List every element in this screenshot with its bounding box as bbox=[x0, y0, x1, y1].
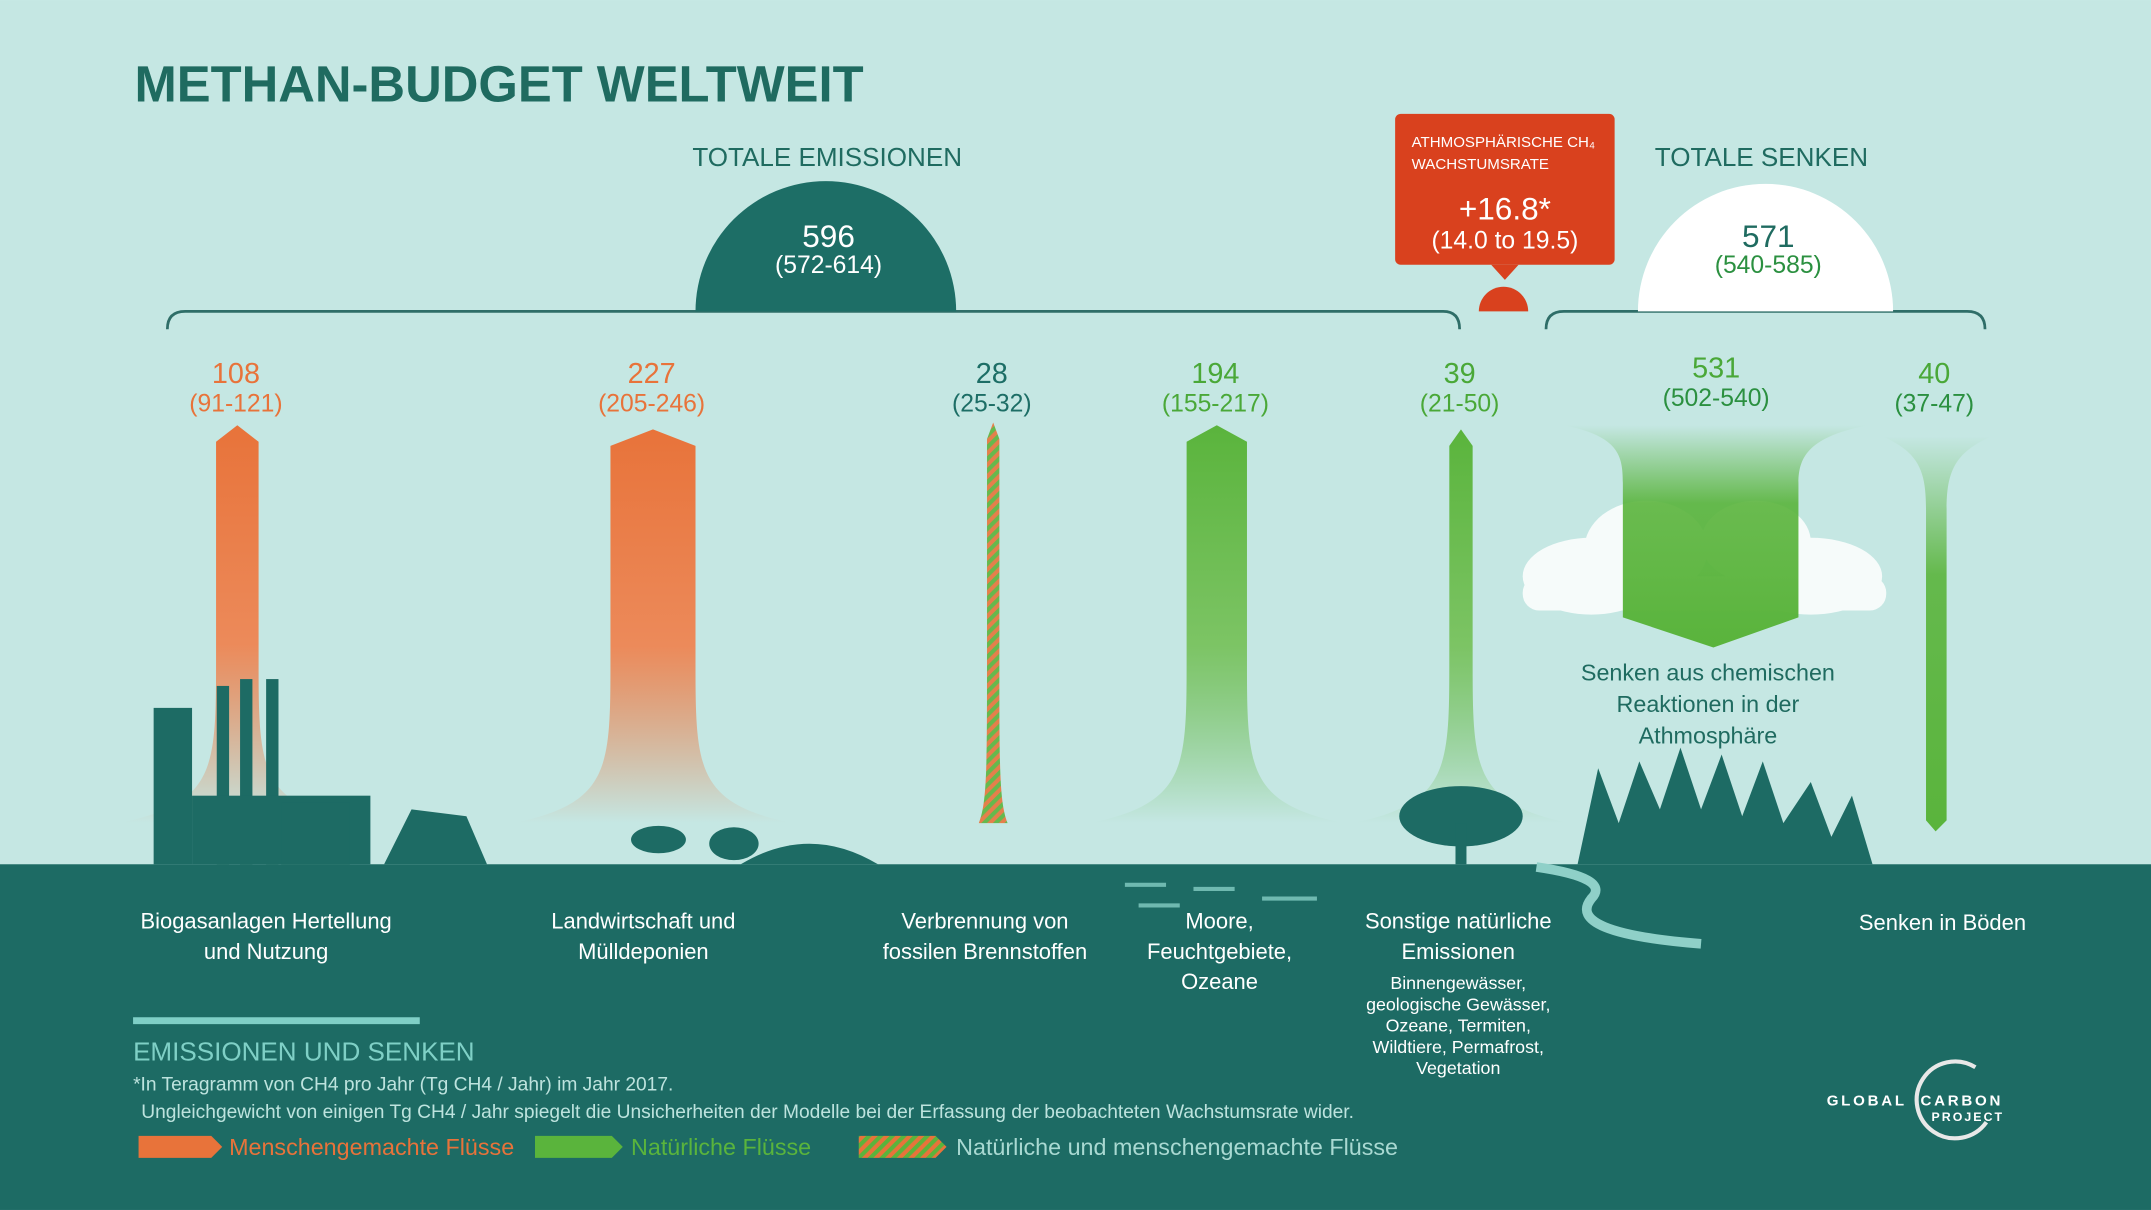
logo-word: PROJECT bbox=[1932, 1110, 2005, 1124]
flow-label: Biogasanlagen Hertellung bbox=[141, 909, 392, 934]
footer-note: *In Teragramm von CH4 pro Jahr (Tg CH4 /… bbox=[133, 1075, 673, 1096]
flow-arrows bbox=[120, 422, 1992, 832]
flow-label: Feuchtgebiete, bbox=[1147, 939, 1292, 964]
flow-detail: Binnengewässer, bbox=[1390, 973, 1526, 993]
emission-arrow bbox=[120, 425, 355, 824]
growth-label: ATHMOSPHÄRISCHE CH₄ bbox=[1412, 134, 1595, 151]
footer-note: Ungleichgewicht von einigen Tg CH4 / Jah… bbox=[141, 1102, 1354, 1123]
legend-label: Menschengemachte Flüsse bbox=[229, 1134, 514, 1160]
flow-range: (21-50) bbox=[1420, 391, 1500, 418]
footer-heading: EMISSIONEN UND SENKEN bbox=[133, 1036, 475, 1066]
flow-value: 194 bbox=[1191, 358, 1239, 390]
emission-arrow bbox=[978, 422, 1008, 824]
flow-label: Reaktionen in der bbox=[1617, 691, 1800, 717]
logo-word: GLOBAL bbox=[1827, 1093, 1907, 1110]
sinks-range: (540-585) bbox=[1715, 252, 1822, 279]
sinks-total: 571 bbox=[1742, 218, 1795, 254]
sinks-label: TOTALE SENKEN bbox=[1655, 142, 1868, 172]
growth-label: WACHSTUMSRATE bbox=[1412, 156, 1549, 173]
river bbox=[1535, 862, 1702, 949]
flow-value: 227 bbox=[628, 358, 676, 390]
flow-range: (502-540) bbox=[1663, 385, 1770, 412]
emission-arrow bbox=[1090, 425, 1344, 824]
flow-label: Landwirtschaft und bbox=[551, 909, 735, 934]
flow-label: Moore, bbox=[1185, 909, 1253, 934]
landscape-silhouettes bbox=[153, 679, 1873, 865]
flow-label: Ozeane bbox=[1181, 969, 1258, 994]
water-lines bbox=[1124, 882, 1317, 908]
legend-swatch bbox=[535, 1135, 623, 1158]
flow-detail: Ozeane, Termiten, bbox=[1386, 1016, 1531, 1036]
flow-range: (155-217) bbox=[1162, 391, 1269, 418]
flow-label: Mülldeponien bbox=[578, 939, 709, 964]
flow-value: 108 bbox=[212, 358, 260, 390]
emissions-range: (572-614) bbox=[775, 252, 882, 279]
flow-range: (37-47) bbox=[1894, 391, 1974, 418]
emission-arrow bbox=[1353, 429, 1569, 824]
emissions-dome bbox=[695, 181, 957, 312]
sinks-dome bbox=[1637, 183, 1894, 312]
flow-detail: Wildtiere, Permafrost, bbox=[1373, 1037, 1544, 1057]
growth-box bbox=[1395, 113, 1615, 265]
flow-label: fossilen Brennstoffen bbox=[883, 939, 1087, 964]
flow-label: Emissionen bbox=[1402, 939, 1515, 964]
flow-label: Senken aus chemischen bbox=[1581, 659, 1835, 685]
logo-word: CARBON bbox=[1921, 1093, 2004, 1110]
flow-label: und Nutzung bbox=[204, 939, 328, 964]
logo-ring bbox=[1914, 1059, 1989, 1141]
emissions-label: TOTALE EMISSIONEN bbox=[692, 142, 962, 172]
flow-label: Senken in Böden bbox=[1859, 910, 2026, 935]
growth-value: +16.8* bbox=[1459, 191, 1551, 227]
sink-arrow bbox=[1563, 425, 1869, 648]
sink-arrow bbox=[1882, 436, 1992, 832]
legend-swatch bbox=[858, 1135, 947, 1158]
flow-range: (205-246) bbox=[598, 391, 705, 418]
emissions-total: 596 bbox=[802, 218, 855, 254]
flow-range: (25-32) bbox=[952, 391, 1032, 418]
growth-dome bbox=[1478, 286, 1529, 312]
flow-value: 28 bbox=[976, 358, 1008, 390]
flow-label: Athmosphäre bbox=[1639, 723, 1778, 749]
legend-swatch bbox=[138, 1135, 223, 1158]
flow-value: 39 bbox=[1444, 358, 1476, 390]
emission-arrow bbox=[514, 429, 792, 824]
flow-detail: Vegetation bbox=[1416, 1058, 1500, 1078]
flow-range: (91-121) bbox=[189, 391, 282, 418]
flow-value: 40 bbox=[1918, 358, 1950, 390]
flow-label: Sonstige natürliche bbox=[1365, 909, 1552, 934]
flow-labels: 108(91-121) Biogasanlagen Hertellung und N… bbox=[141, 352, 2027, 1078]
title: METHAN-BUDGET WELTWEIT bbox=[134, 56, 863, 113]
legend-label: Natürliche und menschengemachte Flüsse bbox=[956, 1134, 1398, 1160]
flow-value: 531 bbox=[1692, 352, 1740, 384]
flow-detail: geologische Gewässer, bbox=[1366, 994, 1550, 1014]
flow-label: Verbrennung von bbox=[901, 909, 1068, 934]
ground bbox=[0, 864, 2151, 1210]
growth-pointer bbox=[1491, 264, 1519, 280]
growth-range: (14.0 to 19.5) bbox=[1431, 227, 1578, 254]
legend-label: Natürliche Flüsse bbox=[631, 1134, 811, 1160]
